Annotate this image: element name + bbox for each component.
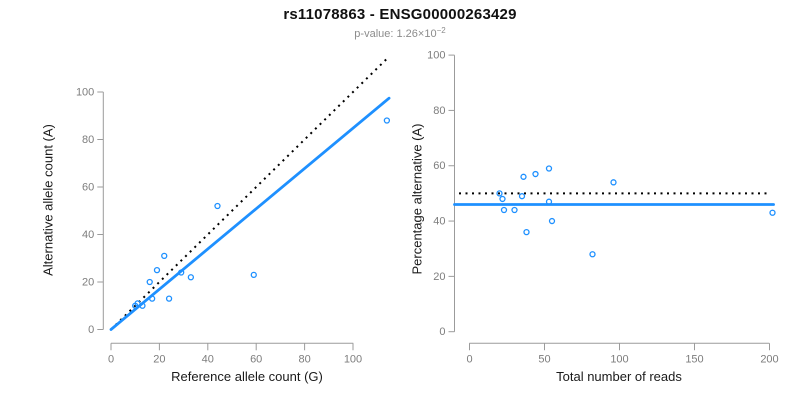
data-point <box>161 252 168 260</box>
p-value-text: p-value: 1.26×10 <box>354 28 437 40</box>
data-point <box>134 300 141 307</box>
data-point <box>610 179 617 186</box>
tick-label: 150 <box>685 353 703 365</box>
data-point <box>383 117 391 124</box>
tick-label: 20 <box>82 277 94 289</box>
left-plot-y-axis-label: Alternative allele count (A) <box>40 124 56 276</box>
p-value-exponent: −2 <box>436 26 446 35</box>
data-point <box>545 198 553 205</box>
data-point <box>148 295 156 302</box>
tick-label: 20 <box>153 353 165 365</box>
tick-label: 40 <box>202 353 214 365</box>
tick-label: 200 <box>760 353 778 365</box>
data-point <box>214 202 221 210</box>
data-point <box>548 217 556 225</box>
tick-label: 60 <box>433 160 445 172</box>
tick-label: 60 <box>82 182 94 194</box>
tick-label: 100 <box>344 353 362 365</box>
data-point <box>520 173 527 180</box>
x-axis: 0 50 100 150 200 <box>466 342 779 365</box>
data-point <box>499 195 506 203</box>
tick-label: 0 <box>439 326 445 338</box>
tick-label: 40 <box>433 216 445 228</box>
tick-label: 0 <box>88 324 94 336</box>
data-point <box>250 271 257 279</box>
data-point <box>153 266 161 274</box>
right-plot-y-axis-label: Percentage alternative (A) <box>409 123 425 275</box>
tick-label: 80 <box>298 353 310 365</box>
data-point <box>769 209 776 216</box>
data-point <box>545 165 553 172</box>
data-point <box>165 295 173 302</box>
data-point <box>139 302 146 309</box>
x-axis: 0 20 40 60 80 100 <box>108 342 362 365</box>
tick-label: 50 <box>538 353 550 365</box>
data-point <box>523 228 530 236</box>
tick-label: 100 <box>427 50 445 62</box>
y-axis: 0 20 40 60 80 100 <box>76 87 104 336</box>
left-plot-x-axis-label: Reference allele count (G) <box>171 369 323 384</box>
data-point <box>146 278 153 286</box>
left-plot: 0 20 40 60 80 100 0 20 40 60 80 100 <box>76 58 391 365</box>
data-point <box>178 269 185 276</box>
y-axis: 0 20 40 60 80 100 <box>427 50 455 338</box>
data-points <box>496 165 776 258</box>
data-point <box>496 190 503 197</box>
tick-label: 0 <box>466 353 472 365</box>
right-plot-x-axis-label: Total number of reads <box>556 369 682 384</box>
plot-title: rs11078863 - ENSG00000263429 <box>283 6 517 23</box>
data-point <box>589 251 596 258</box>
identity-line <box>110 58 388 331</box>
data-point <box>532 170 539 178</box>
tick-label: 0 <box>108 353 114 365</box>
tick-label: 100 <box>76 87 94 99</box>
regression-line <box>109 96 391 331</box>
tick-label: 100 <box>610 353 628 365</box>
tick-label: 60 <box>250 353 262 365</box>
plot-subtitle: p-value: 1.26×10−2 <box>0 26 800 40</box>
data-points <box>132 117 391 309</box>
data-point <box>518 193 526 200</box>
data-point <box>511 206 518 214</box>
data-point <box>500 206 508 214</box>
tick-label: 80 <box>82 134 94 146</box>
tick-label: 80 <box>433 105 445 117</box>
tick-label: 20 <box>433 271 445 283</box>
data-point <box>187 274 195 281</box>
right-plot: 0 20 40 60 80 100 0 50 100 150 200 <box>427 50 779 366</box>
tick-label: 40 <box>82 229 94 241</box>
